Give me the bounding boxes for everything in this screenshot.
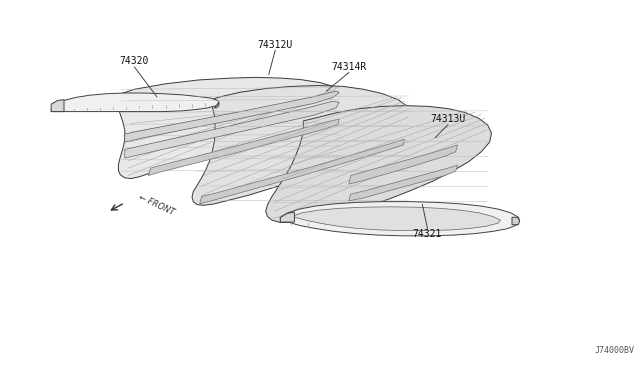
Polygon shape <box>280 212 294 222</box>
Text: 74321: 74321 <box>413 230 442 239</box>
Text: 74314R: 74314R <box>331 62 367 72</box>
Text: ← FRONT: ← FRONT <box>138 192 176 217</box>
Polygon shape <box>112 77 346 179</box>
Text: 74320: 74320 <box>120 57 149 66</box>
Text: 74313U: 74313U <box>430 114 466 124</box>
Polygon shape <box>266 106 492 222</box>
Polygon shape <box>349 145 458 184</box>
Polygon shape <box>51 93 219 112</box>
Polygon shape <box>512 217 520 225</box>
Polygon shape <box>214 103 219 108</box>
Polygon shape <box>192 86 413 205</box>
Polygon shape <box>280 202 520 236</box>
Polygon shape <box>349 165 458 201</box>
Text: J74000BV: J74000BV <box>595 346 635 355</box>
Polygon shape <box>148 119 339 176</box>
Polygon shape <box>125 91 339 142</box>
Polygon shape <box>51 100 64 112</box>
Polygon shape <box>291 207 500 231</box>
Polygon shape <box>200 139 404 204</box>
Text: 74312U: 74312U <box>257 40 293 49</box>
Polygon shape <box>125 101 339 158</box>
